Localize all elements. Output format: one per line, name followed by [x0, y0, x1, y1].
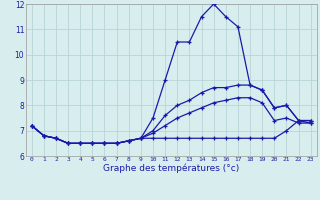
X-axis label: Graphe des températures (°c): Graphe des températures (°c): [103, 164, 239, 173]
